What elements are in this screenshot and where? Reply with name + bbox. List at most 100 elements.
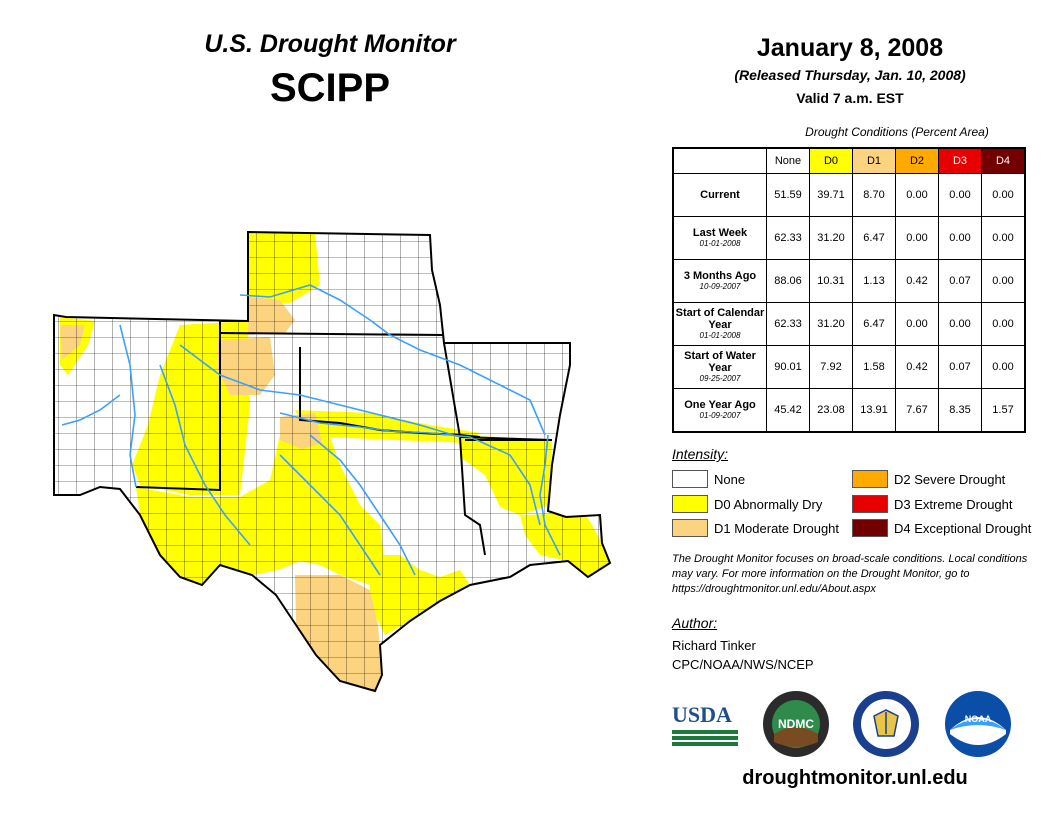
row-label: Start of Water Year 09-25-2007: [672, 345, 767, 389]
table-corner: [673, 148, 767, 174]
author-org: CPC/NOAA/NWS/NCEP: [672, 657, 814, 672]
table-cell: 1.58: [852, 345, 896, 389]
table-cell: 0.00: [895, 302, 939, 346]
col-header-d3: D3: [938, 147, 982, 174]
author-title: Author:: [672, 615, 718, 631]
rivers: [61, 284, 561, 576]
legend-label: D3 Extreme Drought: [894, 496, 1013, 512]
table-header-row: None D0 D1 D2 D3 D4: [673, 147, 1026, 174]
noaa-logo-text: NOAA: [965, 714, 992, 724]
river-canadian: [179, 344, 461, 438]
legend-item-d4: D4 Exceptional Drought: [852, 519, 1031, 537]
usda-logo-text: USDA: [672, 702, 732, 727]
table-cell: 7.92: [809, 345, 853, 389]
table-cell: 90.01: [766, 345, 810, 389]
legend-title: Intensity:: [672, 446, 729, 462]
scipp-region-map: [53, 230, 612, 693]
table-cell: 1.13: [852, 259, 896, 303]
legend-swatch: [852, 519, 888, 537]
table-cell: 0.00: [981, 173, 1026, 217]
table-cell: 6.47: [852, 216, 896, 260]
legend-swatch: [672, 495, 708, 513]
col-header-d0: D0: [809, 147, 853, 174]
region-title: SCIPP: [269, 66, 391, 110]
commerce-logo: [852, 690, 920, 763]
legend-label: D4 Exceptional Drought: [894, 520, 1032, 536]
river-pecos: [159, 364, 251, 546]
row-label: 3 Months Ago 10-09-2007: [672, 259, 767, 303]
col-header-d4: D4: [981, 147, 1026, 174]
legend-swatch: [672, 519, 708, 537]
table-cell: 0.00: [981, 302, 1026, 346]
legend-item-d0: D0 Abnormally Dry: [672, 495, 822, 513]
legend-item-d3: D3 Extreme Drought: [852, 495, 1013, 513]
author-name: Richard Tinker: [672, 638, 756, 653]
row-label: Current: [672, 173, 767, 217]
row-label: Start of Calendar Year 01-01-2008: [672, 302, 767, 346]
table-row: Current 51.59 39.71 8.70 0.00 0.00 0.00: [672, 173, 1026, 217]
table-cell: 7.67: [895, 388, 939, 433]
row-date: 09-25-2007: [699, 374, 741, 383]
disclaimer-note: The Drought Monitor focuses on broad-sca…: [672, 553, 1028, 595]
table-cell: 0.00: [938, 216, 982, 260]
released-date: (Released Thursday, Jan. 10, 2008): [734, 67, 966, 83]
row-label-text: One Year Ago: [684, 399, 756, 411]
table-cell: 0.42: [895, 259, 939, 303]
river-mississippi: [539, 434, 561, 556]
table-cell: 31.20: [809, 216, 853, 260]
col-header-d1: D1: [852, 147, 896, 174]
table-row: Start of Water Year 09-25-2007 90.01 7.92 1.…: [672, 345, 1026, 389]
table-cell: 0.07: [938, 259, 982, 303]
legend-swatch: [852, 470, 888, 488]
table-cell: 6.47: [852, 302, 896, 346]
table-cell: 39.71: [809, 173, 853, 217]
row-label-text: Current: [700, 189, 740, 201]
row-date: 01-01-2008: [699, 239, 741, 248]
river-rio-grande: [119, 324, 137, 488]
col-header-none: None: [766, 147, 810, 174]
table-row: One Year Ago 01-09-2007 45.42 23.08 13.91 7.6…: [672, 388, 1026, 433]
table-cell: 62.33: [766, 302, 810, 346]
texas-louisiana-border: [459, 436, 486, 556]
river-red: [279, 412, 541, 526]
valid-time: Valid 7 a.m. EST: [796, 90, 904, 106]
row-label-text: Last Week: [692, 227, 748, 239]
row-date: 10-09-2007: [699, 282, 741, 291]
monitor-title: U.S. Drought Monitor: [204, 30, 456, 58]
drought-conditions-table: None D0 D1 D2 D3 D4 Current 51.59 39.71 8.7…: [672, 147, 1026, 433]
table-cell: 0.00: [981, 345, 1026, 389]
table-row: Last Week 01-01-2008 62.33 31.20 6.47 0.00 0.0…: [672, 216, 1026, 260]
legend-label: None: [714, 471, 746, 487]
row-label: One Year Ago 01-09-2007: [672, 388, 767, 433]
legend-item-d2: D2 Severe Drought: [852, 470, 1005, 488]
noaa-logo: NOAA: [944, 690, 1012, 763]
table-cell: 8.35: [938, 388, 982, 433]
table-cell: 31.20: [809, 302, 853, 346]
table-cell: 0.00: [938, 302, 982, 346]
website-url: droughtmonitor.unl.edu: [742, 767, 968, 789]
row-date: 01-01-2008: [699, 331, 741, 340]
row-label-text: Start of Calendar Year: [675, 307, 765, 331]
ndmc-logo: NDMC: [762, 690, 830, 763]
legend-label: D1 Moderate Drought: [714, 520, 840, 536]
table-cell: 0.00: [895, 173, 939, 217]
table-cell: 0.00: [981, 259, 1026, 303]
table-cell: 23.08: [809, 388, 853, 433]
table-cell: 45.42: [766, 388, 810, 433]
table-cell: 88.06: [766, 259, 810, 303]
row-label-text: Start of Water Year: [684, 350, 756, 374]
table-cell: 1.57: [981, 388, 1026, 433]
legend-item-none: None: [672, 470, 745, 488]
row-label-text: 3 Months Ago: [683, 270, 757, 282]
table-cell: 62.33: [766, 216, 810, 260]
legend-label: D0 Abnormally Dry: [714, 496, 823, 512]
table-cell: 51.59: [766, 173, 810, 217]
table-cell: 13.91: [852, 388, 896, 433]
table-row: Start of Calendar Year 01-01-2008 62.33 31.…: [672, 302, 1026, 346]
river-colorado: [279, 454, 381, 576]
kansas-oklahoma-border: [219, 320, 445, 336]
river-brazos: [309, 434, 416, 576]
row-date: 01-09-2007: [699, 411, 741, 420]
river-arkansas: [239, 284, 546, 436]
legend-swatch: [672, 470, 708, 488]
